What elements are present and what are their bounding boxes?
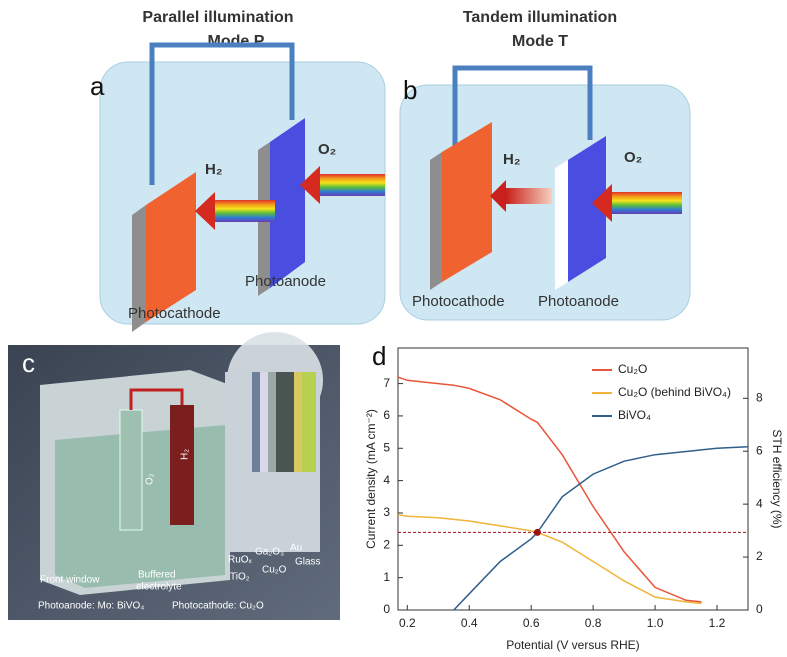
subtitle-line: Mode T <box>512 33 568 50</box>
y2-axis-title: STH efficiency (%) <box>770 429 784 528</box>
x-tick-label: 0.4 <box>461 616 478 630</box>
layer-label: Ga₂O₃ <box>255 547 284 558</box>
y2-tick-label: 8 <box>756 390 763 404</box>
layer-label: Cu₂O <box>262 565 287 576</box>
x-axis-title: Potential (V versus RHE) <box>506 638 639 652</box>
photoanode-label: Photoanode <box>538 293 619 310</box>
panel-label: b <box>403 75 417 105</box>
y-tick-label: 7 <box>383 376 390 390</box>
photocathode-label: Photocathode: Cu₂O <box>172 601 264 612</box>
panel-a: Parallel illumination Mode P a H₂ O₂ Pho… <box>90 9 385 332</box>
electrode-edge <box>555 160 568 290</box>
figure: Parallel illumination Mode P a H₂ O₂ Pho… <box>0 0 787 657</box>
title-line: Tandem illumination <box>463 9 617 26</box>
layer-label: RuOₓ <box>228 555 253 566</box>
electrode-edge <box>430 152 442 290</box>
y-axis-title: Current density (mA cm⁻²) <box>364 409 378 549</box>
y-tick-label: 4 <box>383 473 390 487</box>
o2-label: O₂ <box>624 149 642 166</box>
x-tick-label: 0.2 <box>399 616 416 630</box>
series-line <box>398 377 702 602</box>
h2-label: H₂ <box>180 449 191 460</box>
y2-tick-label: 0 <box>756 602 763 616</box>
y-tick-label: 6 <box>383 408 390 422</box>
title-line: Parallel illumination <box>142 9 293 26</box>
x-tick-label: 1.0 <box>647 616 664 630</box>
series-line <box>454 447 748 610</box>
photoanode-plate <box>120 410 142 530</box>
panel-b: Tandem illumination Mode T b H₂ O₂ Photo… <box>400 9 690 320</box>
layer <box>294 372 302 472</box>
photoanode-label: Photoanode: Mo: BiVO₄ <box>38 601 144 612</box>
photoanode <box>270 118 305 288</box>
y-tick-label: 0 <box>383 602 390 616</box>
x-tick-label: 0.8 <box>585 616 602 630</box>
layer <box>268 372 276 472</box>
layer-label: Au <box>290 543 302 554</box>
panel-c: c O₂ H₂ Front window Buffered electrolyt… <box>8 332 340 620</box>
panel-label: a <box>90 71 105 101</box>
o2-label: O₂ <box>318 141 336 158</box>
layer <box>260 372 268 472</box>
y-tick-label: 1 <box>383 570 390 584</box>
h2-label: H₂ <box>503 151 521 168</box>
series-line <box>398 515 702 604</box>
panel-d: d Potential (V versus RHE) Current densi… <box>364 341 784 652</box>
h2-label: H₂ <box>205 161 223 178</box>
photocathode-label: Photocathode <box>128 305 221 322</box>
y-tick-label: 5 <box>383 440 390 454</box>
operating-point <box>534 529 541 536</box>
y-tick-label: 3 <box>383 505 390 519</box>
x-tick-label: 0.6 <box>523 616 540 630</box>
electrolyte-label: electrolyte <box>136 582 182 593</box>
electrolyte-label: Buffered <box>138 570 176 581</box>
layer <box>302 372 316 472</box>
x-tick-label: 1.2 <box>709 616 726 630</box>
y2-tick-label: 6 <box>756 443 763 457</box>
layer-label: TiO₂ <box>230 572 250 583</box>
legend-label: Cu₂O <box>618 362 647 376</box>
photoanode-label: Photoanode <box>245 273 326 290</box>
panel-label: c <box>22 348 35 378</box>
layer-label: Glass <box>295 557 321 568</box>
legend-label: BiVO₄ <box>618 408 651 422</box>
photocathode-plate <box>170 405 194 525</box>
layer <box>252 372 260 472</box>
y-tick-label: 2 <box>383 537 390 551</box>
legend-label: Cu₂O (behind BiVO₄) <box>618 385 731 399</box>
front-window-label: Front window <box>40 575 100 586</box>
panel-label: d <box>372 341 386 371</box>
o2-label: O₂ <box>145 473 156 485</box>
y2-tick-label: 2 <box>756 549 763 563</box>
layer <box>276 372 294 472</box>
y2-tick-label: 4 <box>756 496 763 510</box>
photocathode-label: Photocathode <box>412 293 505 310</box>
subtitle-line: Mode P <box>208 33 265 50</box>
